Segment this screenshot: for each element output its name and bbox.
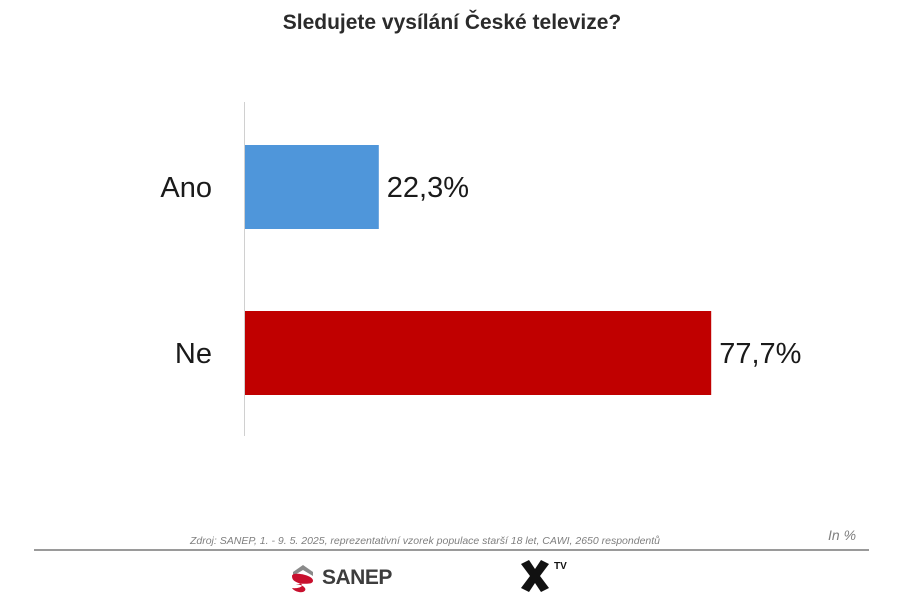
sanep-logo-text: SANEP [322, 566, 392, 589]
category-label-ano: Ano [160, 172, 212, 204]
footer-divider [34, 549, 869, 551]
sanep-logo: SANEP [288, 561, 392, 595]
data-label-ano: 22,3% [387, 172, 469, 204]
category-label-ne: Ne [175, 338, 212, 370]
data-label-ne: 77,7% [719, 338, 801, 370]
xtv-logo-mark [521, 560, 549, 592]
xtv-logo: TV [517, 558, 567, 596]
bar-ano [245, 145, 379, 229]
unit-label: In % [828, 527, 857, 543]
bar-chart: Ano 22,3% Ne 77,7% [160, 102, 801, 436]
sanep-logo-icon [292, 565, 314, 593]
xtv-logo-suffix: TV [554, 561, 567, 572]
chart-title: Sledujete vysílání České televize? [282, 11, 622, 34]
bar-ne [245, 311, 712, 395]
source-note: Zdroj: SANEP, 1. - 9. 5. 2025, reprezent… [189, 535, 661, 547]
